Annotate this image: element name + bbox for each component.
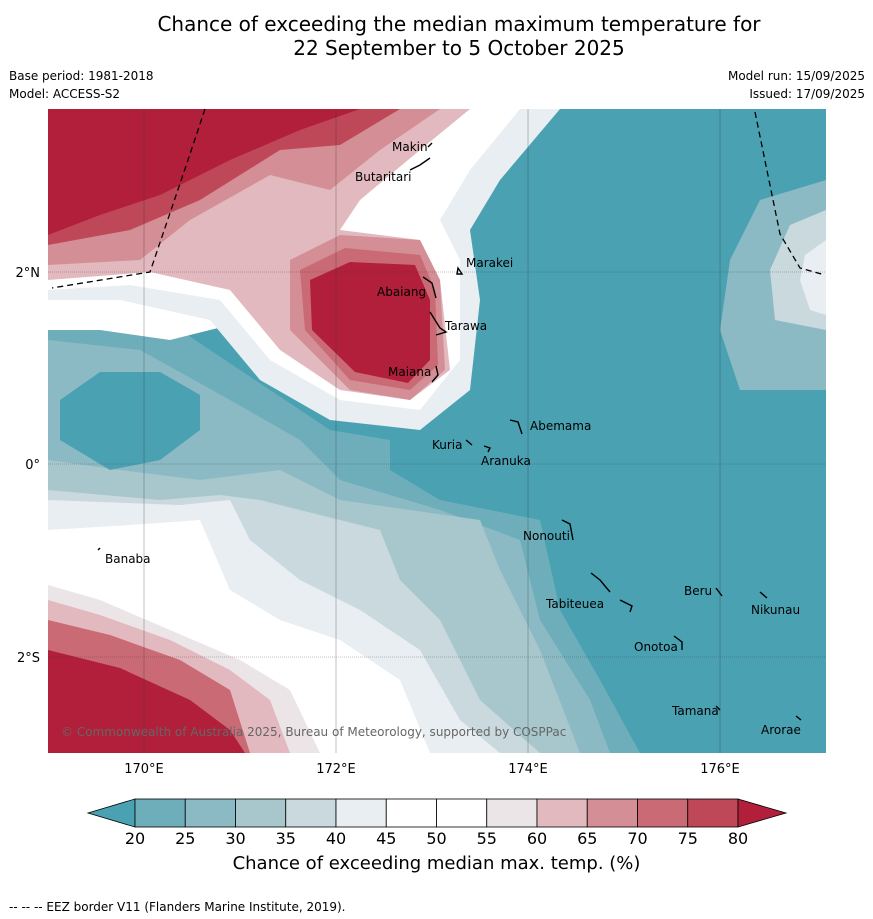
colorbar-tick-label: 55 bbox=[477, 829, 497, 848]
colorbar-tick-label: 65 bbox=[577, 829, 597, 848]
colorbar-tick-label: 25 bbox=[175, 829, 195, 848]
colorbar-segment bbox=[637, 798, 689, 828]
place-label: Makin bbox=[392, 140, 428, 154]
colorbar-tick-label: 80 bbox=[728, 829, 748, 848]
title-line-1: Chance of exceeding the median maximum t… bbox=[157, 12, 761, 36]
colorbar-tick-label: 60 bbox=[527, 829, 547, 848]
colorbar-segment bbox=[184, 798, 236, 828]
copyright-notice: © Commonwealth of Australia 2025, Bureau… bbox=[61, 725, 566, 739]
colorbar-tick-label: 70 bbox=[627, 829, 647, 848]
colorbar-tick-label: 20 bbox=[125, 829, 145, 848]
colorbar-segment bbox=[586, 798, 638, 828]
gridlines bbox=[48, 109, 826, 753]
lat-tick: 2°N bbox=[16, 266, 41, 281]
place-label: Butaritari bbox=[355, 170, 412, 184]
lat-tick: 2°S bbox=[17, 651, 40, 666]
place-label: Aranuka bbox=[481, 454, 531, 468]
colorbar-segment bbox=[285, 798, 337, 828]
place-label: Nikunau bbox=[751, 603, 800, 617]
place-label: Beru bbox=[684, 584, 712, 598]
contour-blob-80 bbox=[310, 262, 430, 383]
model-run: Model run: 15/09/2025 bbox=[727, 69, 865, 83]
colorbar-segment bbox=[486, 798, 538, 828]
colorbar-segment bbox=[536, 798, 588, 828]
colorbar-segment bbox=[235, 798, 287, 828]
contour-field bbox=[48, 109, 826, 753]
colorbar-tick-label: 30 bbox=[225, 829, 245, 848]
issued-date: Issued: 17/09/2025 bbox=[749, 87, 865, 101]
contour-sw-80 bbox=[48, 650, 245, 753]
colorbar-tick-label: 75 bbox=[678, 829, 698, 848]
colorbar-arrow-low bbox=[86, 798, 136, 828]
base-period: Base period: 1981-2018 bbox=[9, 69, 154, 83]
lat-tick: 0° bbox=[25, 458, 40, 473]
island-outlines bbox=[97, 142, 802, 721]
eez-footnote: -- -- -- EEZ border V11 (Flanders Marine… bbox=[9, 900, 346, 914]
contour-east-50 bbox=[800, 240, 826, 315]
colorbar-segment bbox=[385, 798, 437, 828]
colorbar-tick-label: 35 bbox=[276, 829, 296, 848]
place-label: Abemama bbox=[530, 419, 591, 433]
place-label: Nonouti bbox=[523, 529, 570, 543]
place-labels: Makin Butaritari Marakei Abaiang Tarawa … bbox=[105, 140, 801, 737]
place-label: Abaiang bbox=[377, 285, 426, 299]
model-name: Model: ACCESS-S2 bbox=[9, 87, 121, 101]
place-label: Kuria bbox=[432, 438, 463, 452]
colorbar-tick-label: 50 bbox=[426, 829, 446, 848]
place-label: Tabiteuea bbox=[545, 597, 604, 611]
place-label: Onotoa bbox=[634, 640, 678, 654]
lon-tick: 174°E bbox=[508, 762, 548, 777]
place-label: Banaba bbox=[105, 552, 151, 566]
colorbar-label: Chance of exceeding median max. temp. (%… bbox=[232, 853, 641, 874]
place-label: Arorae bbox=[761, 723, 801, 737]
colorbar-tick-label: 40 bbox=[326, 829, 346, 848]
lon-tick: 172°E bbox=[316, 762, 356, 777]
title-line-2: 22 September to 5 October 2025 bbox=[293, 36, 625, 60]
place-label: Tamana bbox=[671, 704, 719, 718]
contour-west-teal bbox=[60, 372, 200, 470]
place-label: Marakei bbox=[466, 256, 513, 270]
colorbar-segment bbox=[687, 798, 739, 828]
colorbar-segment bbox=[335, 798, 387, 828]
contour-n-80 bbox=[48, 109, 360, 235]
axis-ticks: 170°E 172°E 174°E 176°E 2°N 0° 2°S bbox=[16, 266, 740, 777]
colorbar: 20 25 30 35 40 45 50 55 60 65 70 75 80 bbox=[86, 798, 788, 848]
eez-border bbox=[51, 108, 826, 289]
colorbar-tick-label: 45 bbox=[376, 829, 396, 848]
place-label: Tarawa bbox=[444, 319, 487, 333]
lon-tick: 170°E bbox=[124, 762, 164, 777]
colorbar-segment bbox=[436, 798, 488, 828]
place-label: Maiana bbox=[388, 365, 431, 379]
colorbar-segment bbox=[134, 798, 186, 828]
lon-tick: 176°E bbox=[700, 762, 740, 777]
colorbar-arrow-high bbox=[737, 798, 788, 828]
